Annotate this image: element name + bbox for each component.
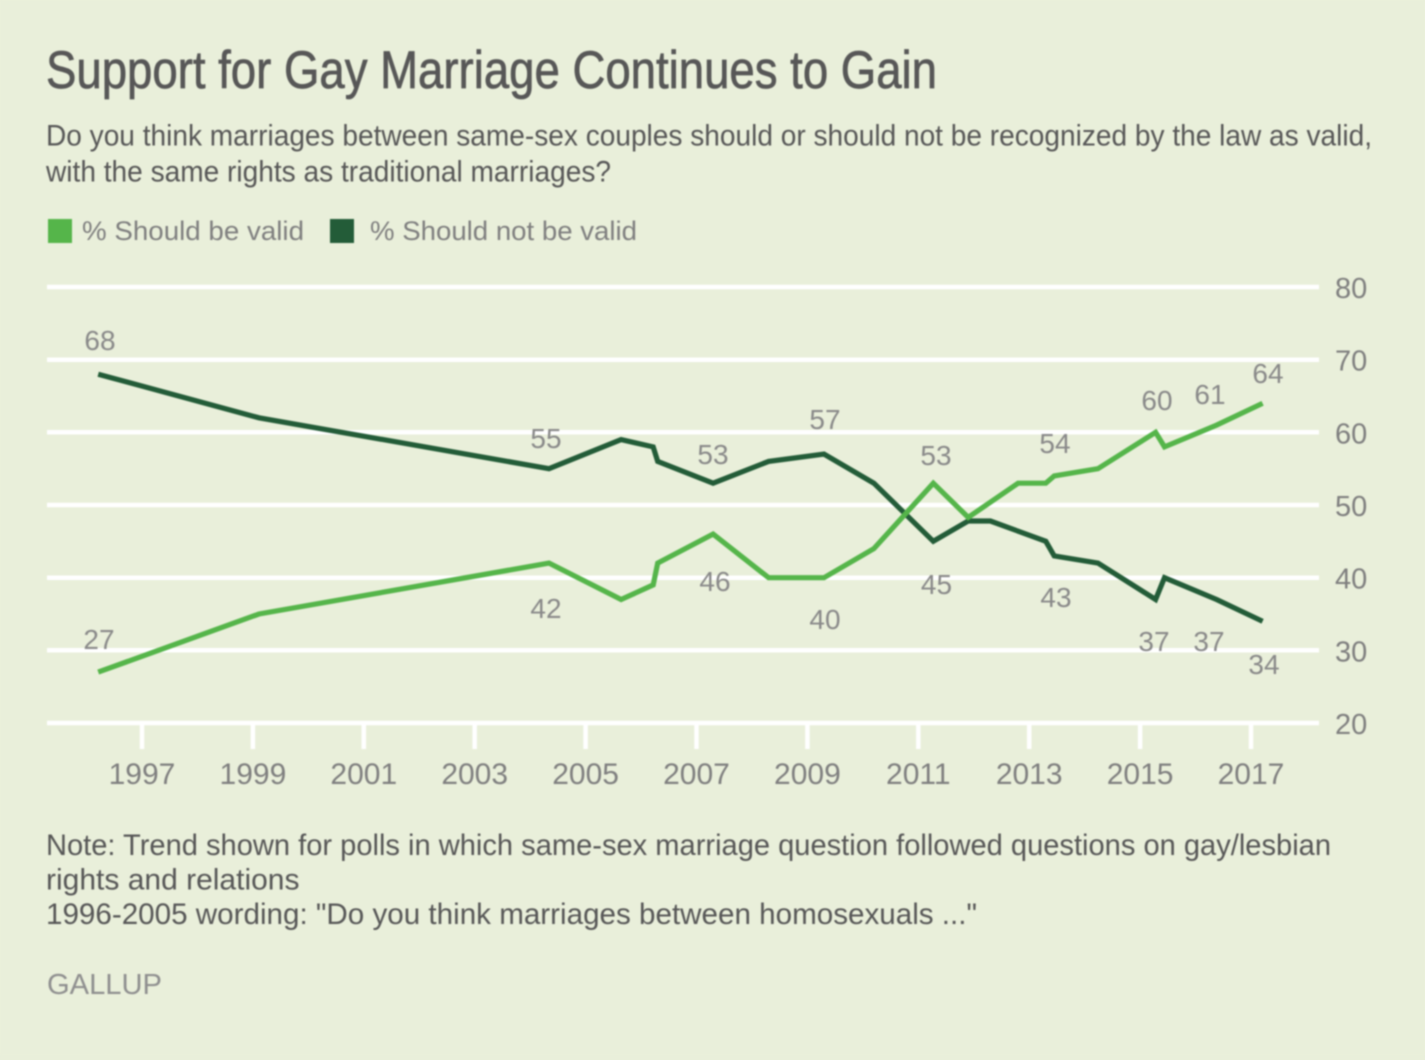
svg-text:42: 42 — [530, 593, 561, 624]
svg-text:57: 57 — [809, 404, 840, 435]
svg-text:80: 80 — [1335, 273, 1367, 305]
svg-text:Note: Trend shown for polls in: Note: Trend shown for polls in which sam… — [46, 829, 1331, 862]
svg-text:27: 27 — [83, 624, 114, 655]
svg-text:2011: 2011 — [886, 758, 951, 791]
svg-text:1997: 1997 — [109, 758, 176, 791]
svg-text:% Should be valid: % Should be valid — [82, 216, 304, 246]
svg-text:Do you think marriages between: Do you think marriages between same-sex … — [46, 120, 1372, 153]
svg-text:43: 43 — [1040, 582, 1071, 613]
svg-text:70: 70 — [1335, 346, 1367, 378]
svg-text:2003: 2003 — [441, 758, 508, 791]
svg-text:45: 45 — [921, 569, 952, 600]
svg-text:% Should not be valid: % Should not be valid — [370, 216, 637, 246]
svg-text:1996-2005 wording: "Do you thi: 1996-2005 wording: "Do you think marriag… — [46, 898, 977, 931]
svg-text:40: 40 — [809, 604, 840, 635]
svg-text:40: 40 — [1335, 564, 1367, 596]
svg-text:1999: 1999 — [220, 758, 287, 791]
svg-text:2015: 2015 — [1107, 758, 1174, 791]
svg-text:30: 30 — [1335, 636, 1367, 668]
svg-text:2009: 2009 — [774, 758, 841, 791]
svg-text:Support for Gay Marriage Conti: Support for Gay Marriage Continues to Ga… — [46, 41, 937, 100]
svg-text:2001: 2001 — [330, 758, 397, 791]
svg-text:55: 55 — [530, 423, 561, 454]
svg-text:2017: 2017 — [1218, 758, 1285, 791]
svg-text:2007: 2007 — [663, 758, 730, 791]
svg-text:50: 50 — [1335, 491, 1367, 523]
svg-text:60: 60 — [1335, 418, 1367, 450]
svg-text:GALLUP: GALLUP — [47, 969, 162, 1001]
svg-text:53: 53 — [920, 440, 951, 471]
svg-text:61: 61 — [1194, 379, 1225, 410]
svg-text:37: 37 — [1193, 626, 1224, 657]
svg-text:34: 34 — [1248, 649, 1279, 680]
svg-text:54: 54 — [1039, 428, 1070, 459]
svg-text:with the same rights as tradit: with the same rights as traditional marr… — [45, 156, 611, 189]
svg-text:46: 46 — [699, 566, 730, 597]
svg-text:64: 64 — [1252, 358, 1283, 389]
svg-text:68: 68 — [84, 325, 115, 356]
svg-text:rights and relations: rights and relations — [46, 864, 299, 897]
svg-text:60: 60 — [1141, 385, 1172, 416]
svg-text:53: 53 — [697, 439, 728, 470]
svg-text:37: 37 — [1138, 626, 1169, 657]
svg-text:2005: 2005 — [552, 758, 619, 791]
svg-text:20: 20 — [1335, 709, 1367, 741]
svg-text:2013: 2013 — [996, 758, 1063, 791]
